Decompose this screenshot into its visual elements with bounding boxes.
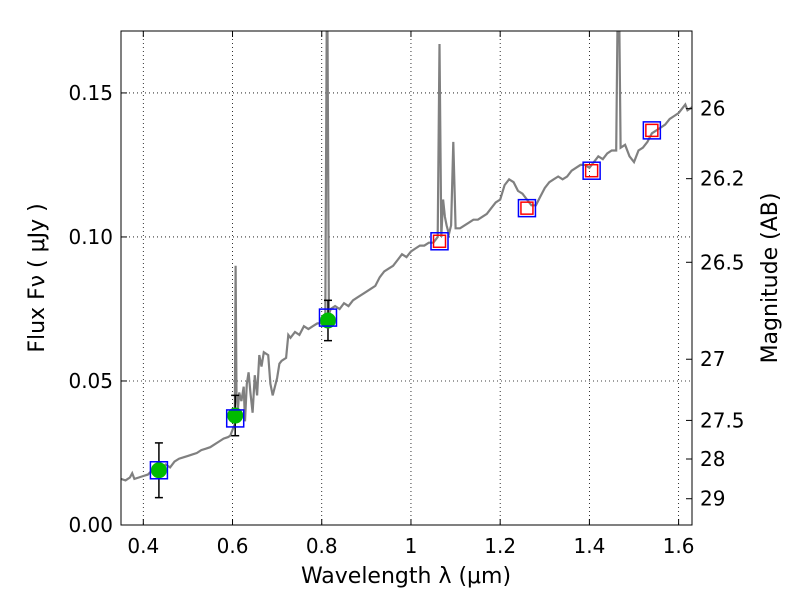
right-tick-label: 27.5: [700, 408, 745, 432]
observed-point: [227, 407, 244, 424]
right-tick-label: 27: [700, 347, 725, 371]
x-tick-label: 1.6: [663, 534, 695, 558]
right-tick-label: 26.5: [700, 250, 745, 274]
x-tick-label: 1: [405, 534, 418, 558]
right-tick-label: 28: [700, 447, 725, 471]
y-axis-ticks: 0.00 0.05 0.10 0.15: [68, 81, 127, 537]
right-tick-label: 26.2: [700, 167, 745, 191]
model-point: [517, 198, 537, 218]
model-point: [645, 123, 659, 138]
model-point: [225, 409, 245, 428]
right-tick-label: 29: [700, 487, 725, 511]
right-tick-label: 26: [700, 97, 725, 121]
x-tick-label: 0.8: [306, 534, 338, 558]
model-points: [149, 121, 662, 480]
x-tick-label: 0.6: [217, 534, 249, 558]
x-tick-label: 0.4: [127, 534, 159, 558]
observed-point: [150, 462, 167, 479]
right-axis-ticks: 26 26.2 26.5 27 27.5 28 29: [686, 97, 745, 511]
model-point: [520, 201, 534, 215]
x-axis-ticks: 0.4 0.6 0.8 1 1.2 1.4 1.6: [127, 31, 695, 558]
model-point: [582, 161, 601, 180]
plot-frame: [120, 30, 693, 526]
model-point: [432, 234, 447, 249]
y-tick-label: 0.00: [68, 513, 113, 537]
model-point: [149, 461, 169, 480]
model-point: [642, 121, 662, 140]
observed-point: [319, 312, 336, 329]
x-tick-label: 1.2: [484, 534, 516, 558]
x-tick-label: 1.4: [573, 534, 605, 558]
model-point: [318, 308, 338, 327]
y-tick-label: 0.15: [68, 81, 113, 105]
y-tick-label: 0.10: [68, 225, 113, 249]
plot-area: [121, 31, 692, 499]
model-point: [430, 232, 449, 251]
x-axis-title: Wavelength λ (μm): [301, 564, 511, 589]
model-point: [584, 163, 599, 178]
spectrum-line: [121, 31, 692, 482]
y-axis-title: Flux Fν ( μJy ): [25, 203, 50, 352]
observed-points: [150, 312, 336, 479]
y-tick-label: 0.05: [68, 369, 113, 393]
right-axis-title: Magnitude (AB): [758, 193, 783, 364]
